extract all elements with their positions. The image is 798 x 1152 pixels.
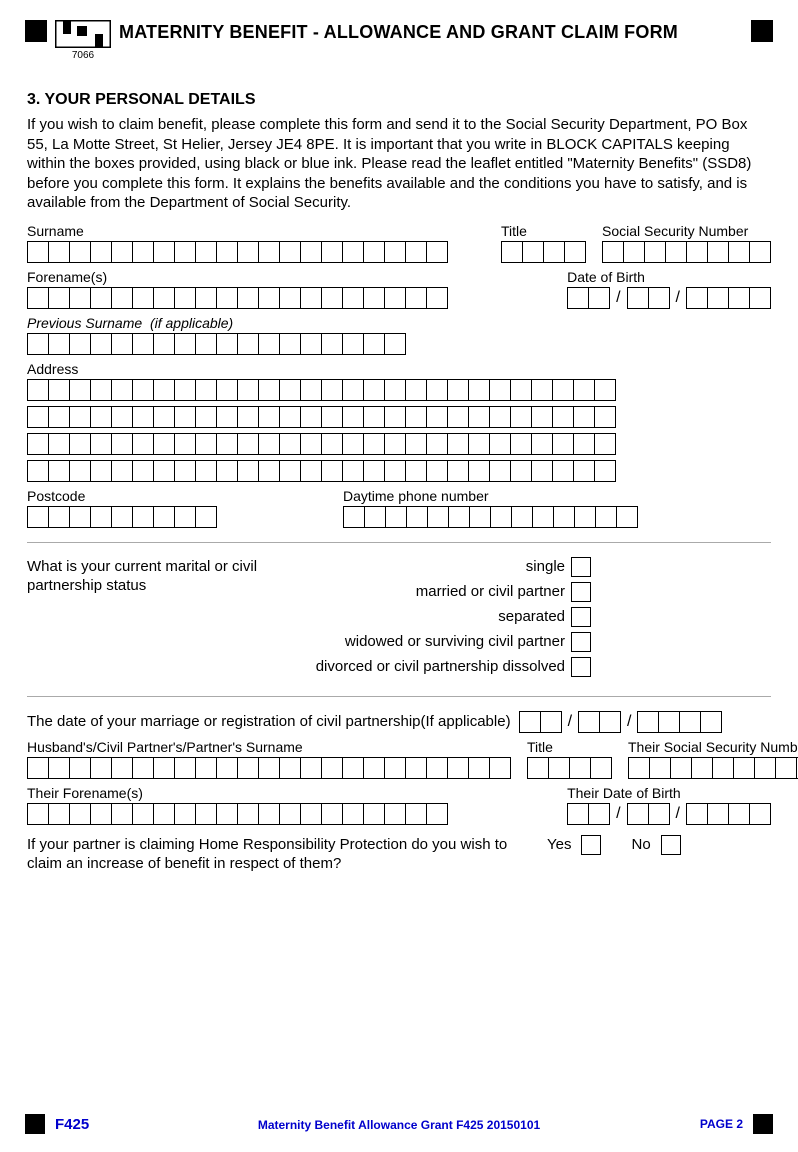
label-address: Address	[27, 361, 771, 377]
checkbox-marital-0[interactable]	[571, 557, 591, 577]
label-title: Title	[501, 223, 586, 239]
checkbox-marital-4[interactable]	[571, 657, 591, 677]
corner-marker-top-left	[25, 20, 47, 42]
label-surname: Surname	[27, 223, 485, 239]
label-postcode: Postcode	[27, 488, 327, 504]
label-dob: Date of Birth	[567, 269, 771, 285]
input-surname[interactable]	[27, 241, 485, 263]
checkbox-marital-1[interactable]	[571, 582, 591, 602]
checkbox-hrp-no[interactable]	[661, 835, 681, 855]
divider	[27, 542, 771, 543]
input-ssn[interactable]	[602, 241, 771, 263]
input-address-1[interactable]	[27, 379, 771, 401]
page-footer: F425 Maternity Benefit Allowance Grant F…	[25, 1114, 773, 1134]
input-prev-surname[interactable]	[27, 333, 406, 355]
input-address-2[interactable]	[27, 406, 771, 428]
marital-option-row: married or civil partner	[287, 582, 771, 602]
logo: 7066	[55, 20, 111, 61]
label-yes: Yes	[547, 836, 571, 853]
label-no: No	[631, 836, 650, 853]
marital-option-label: widowed or surviving civil partner	[345, 633, 565, 650]
form-title: MATERNITY BENEFIT - ALLOWANCE AND GRANT …	[119, 20, 743, 43]
page-header: 7066 MATERNITY BENEFIT - ALLOWANCE AND G…	[25, 20, 773, 61]
marital-option-row: divorced or civil partnership dissolved	[287, 657, 771, 677]
input-partner-dob[interactable]: / /	[567, 803, 771, 825]
input-partner-surname[interactable]	[27, 757, 511, 779]
marital-option-row: single	[287, 557, 771, 577]
input-forenames[interactable]	[27, 287, 551, 309]
label-prev-surname: Previous Surname (if applicable)	[27, 315, 406, 331]
label-partner-title: Title	[527, 739, 612, 755]
marital-option-label: single	[526, 558, 565, 575]
checkbox-hrp-yes[interactable]	[581, 835, 601, 855]
marital-options: single married or civil partner separated w…	[287, 557, 771, 682]
logo-code: 7066	[72, 50, 94, 61]
input-address-3[interactable]	[27, 433, 771, 455]
marital-option-row: widowed or surviving civil partner	[287, 632, 771, 652]
marital-option-row: separated	[287, 607, 771, 627]
input-partner-ssn[interactable]	[628, 757, 798, 779]
footer-center: Maternity Benefit Allowance Grant F425 2…	[258, 1118, 540, 1132]
section-title: 3. YOUR PERSONAL DETAILS	[27, 91, 771, 109]
input-postcode[interactable]	[27, 506, 327, 528]
label-partner-ssn: Their Social Security Number	[628, 739, 798, 755]
input-dob[interactable]: / /	[567, 287, 771, 309]
label-partner-surname: Husband's/Civil Partner's/Partner's Surn…	[27, 739, 511, 755]
marital-option-label: married or civil partner	[416, 583, 565, 600]
input-title[interactable]	[501, 241, 586, 263]
divider	[27, 696, 771, 697]
checkbox-marital-3[interactable]	[571, 632, 591, 652]
label-phone: Daytime phone number	[343, 488, 638, 504]
logo-icon	[55, 20, 111, 48]
checkbox-marital-2[interactable]	[571, 607, 591, 627]
label-partner-dob: Their Date of Birth	[567, 785, 771, 801]
label-partner-forenames: Their Forename(s)	[27, 785, 551, 801]
label-ssn: Social Security Number	[602, 223, 771, 239]
input-marriage-date[interactable]: / /	[519, 711, 723, 733]
input-phone[interactable]	[343, 506, 638, 528]
input-address-4[interactable]	[27, 460, 771, 482]
label-marital-status: What is your current marital or civil pa…	[27, 557, 287, 682]
label-marriage-date: The date of your marriage or registratio…	[27, 713, 511, 730]
label-hrp-question: If your partner is claiming Home Respons…	[27, 835, 527, 874]
marital-option-label: divorced or civil partnership dissolved	[316, 658, 565, 675]
corner-marker-top-right	[751, 20, 773, 42]
marital-option-label: separated	[498, 608, 565, 625]
input-partner-title[interactable]	[527, 757, 612, 779]
section-intro: If you wish to claim benefit, please com…	[27, 115, 771, 213]
input-partner-forenames[interactable]	[27, 803, 551, 825]
label-forenames: Forename(s)	[27, 269, 551, 285]
